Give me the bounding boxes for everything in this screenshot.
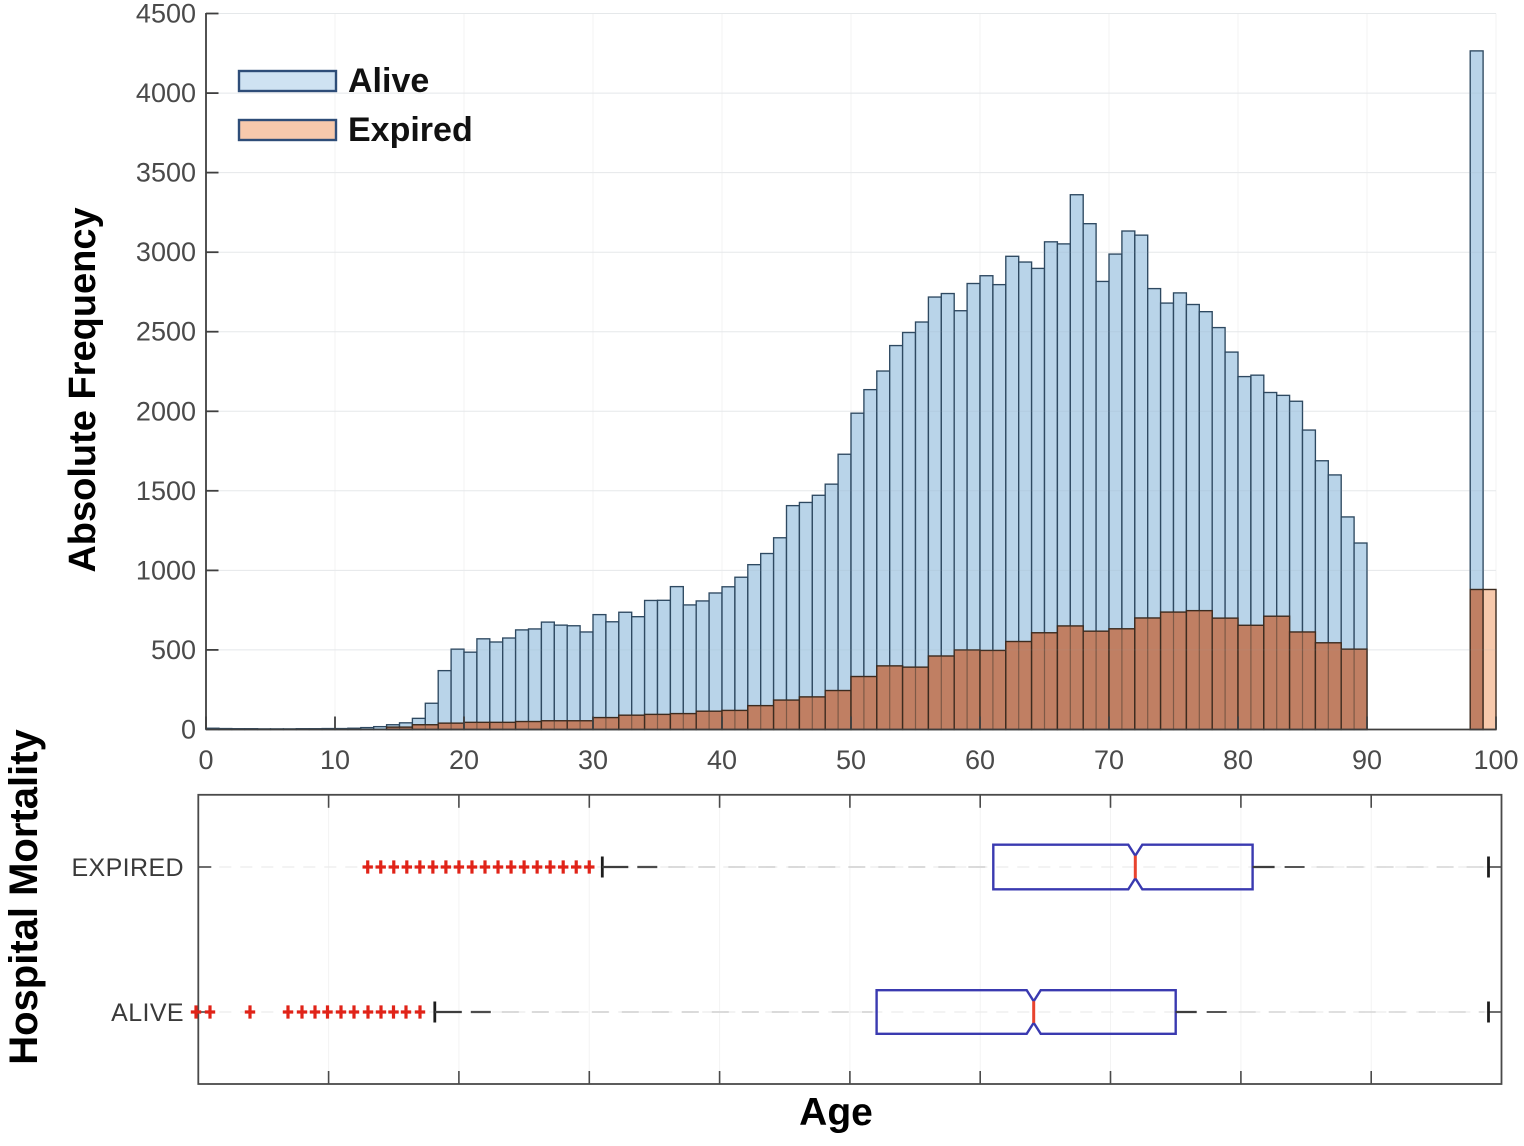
svg-text:40: 40 (707, 745, 737, 775)
svg-text:2000: 2000 (136, 396, 196, 426)
svg-text:50: 50 (836, 745, 866, 775)
svg-text:ALIVE: ALIVE (111, 999, 184, 1027)
svg-text:60: 60 (965, 745, 995, 775)
svg-text:500: 500 (151, 635, 196, 665)
svg-text:1500: 1500 (136, 476, 196, 506)
svg-text:Alive: Alive (348, 62, 429, 100)
svg-text:90: 90 (1352, 745, 1382, 775)
svg-text:4500: 4500 (136, 0, 196, 29)
svg-text:3500: 3500 (136, 158, 196, 188)
svg-text:70: 70 (1094, 745, 1124, 775)
svg-text:30: 30 (578, 745, 608, 775)
svg-text:Hospital Mortality: Hospital Mortality (2, 728, 46, 1064)
svg-text:EXPIRED: EXPIRED (71, 854, 184, 882)
svg-text:Absolute Frequency: Absolute Frequency (62, 207, 104, 572)
svg-text:1000: 1000 (136, 555, 196, 585)
svg-text:10: 10 (320, 745, 350, 775)
svg-text:Age: Age (799, 1091, 873, 1134)
svg-text:0: 0 (181, 715, 196, 745)
svg-text:80: 80 (1223, 745, 1253, 775)
svg-text:0: 0 (198, 745, 213, 775)
svg-text:3000: 3000 (136, 237, 196, 267)
svg-text:20: 20 (449, 745, 479, 775)
svg-text:4000: 4000 (136, 78, 196, 108)
svg-text:Expired: Expired (348, 111, 473, 149)
svg-text:2500: 2500 (136, 317, 196, 347)
svg-text:100: 100 (1473, 745, 1518, 775)
